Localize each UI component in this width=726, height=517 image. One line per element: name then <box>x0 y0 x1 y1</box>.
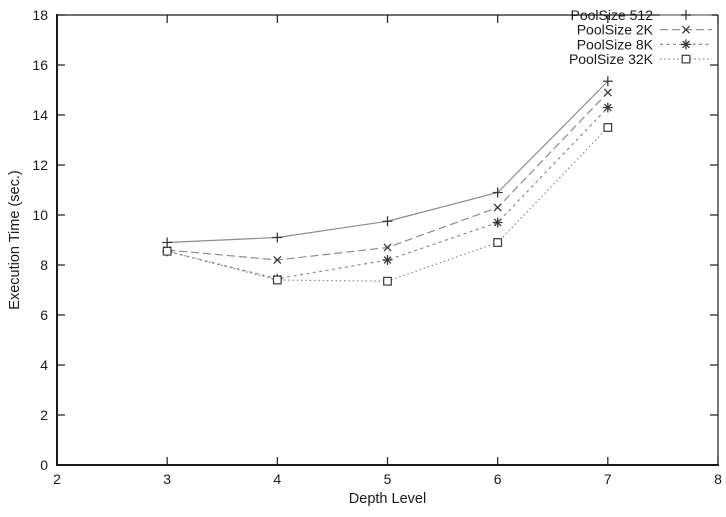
y-tick-label: 4 <box>40 357 48 373</box>
legend-entry: PoolSize 32K <box>569 51 712 67</box>
square-marker <box>493 238 503 247</box>
legend-label: PoolSize 2K <box>577 22 654 38</box>
y-tick-label: 6 <box>40 307 48 323</box>
y-axis-title: Execution Time (sec.) <box>7 170 23 310</box>
x-tick-label: 2 <box>53 471 61 487</box>
plus-marker <box>681 10 691 20</box>
series-poolsize-512 <box>162 76 613 248</box>
legend-entry: PoolSize 512 <box>570 7 712 23</box>
y-tick-label: 8 <box>40 257 48 273</box>
asterisk-marker <box>602 102 613 113</box>
x-tick-label: 7 <box>604 471 612 487</box>
cross-marker <box>273 255 282 265</box>
x-tick-label: 6 <box>494 471 502 487</box>
series-poolsize-32k <box>162 123 613 286</box>
square-marker <box>603 123 613 132</box>
y-tick-label: 10 <box>32 207 48 223</box>
plus-marker <box>382 216 393 227</box>
cross-marker <box>681 25 691 34</box>
x-tick-label: 3 <box>163 471 171 487</box>
y-tick-label: 14 <box>32 107 48 123</box>
plus-marker <box>492 187 503 198</box>
asterisk-marker <box>382 255 393 265</box>
legend-label: PoolSize 8K <box>577 36 654 52</box>
asterisk-marker <box>681 39 691 50</box>
y-tick-label: 18 <box>32 7 48 23</box>
square-marker <box>162 246 172 256</box>
square-marker <box>272 275 282 285</box>
cross-marker <box>493 203 502 212</box>
legend-entry: PoolSize 8K <box>577 36 712 52</box>
y-tick-label: 12 <box>32 157 48 173</box>
asterisk-marker <box>492 217 503 228</box>
legend-entry: PoolSize 2K <box>577 22 712 38</box>
y-tick-label: 2 <box>40 407 48 423</box>
x-axis-title: Depth Level <box>348 491 427 507</box>
y-tick-label: 16 <box>32 57 48 73</box>
series-line <box>167 107 609 280</box>
legend-label: PoolSize 512 <box>570 7 653 23</box>
plus-marker <box>602 76 613 87</box>
plus-marker <box>162 237 173 248</box>
cross-marker <box>383 243 392 252</box>
x-tick-label: 4 <box>273 471 281 487</box>
plus-marker <box>272 232 283 243</box>
y-tick-label: 0 <box>40 457 48 473</box>
square-marker <box>681 54 691 64</box>
square-marker <box>383 276 392 286</box>
x-tick-label: 8 <box>714 471 722 487</box>
x-tick-label: 5 <box>384 471 392 487</box>
cross-marker <box>603 88 612 97</box>
series-poolsize-2k <box>163 88 612 265</box>
legend-label: PoolSize 32K <box>569 51 654 67</box>
